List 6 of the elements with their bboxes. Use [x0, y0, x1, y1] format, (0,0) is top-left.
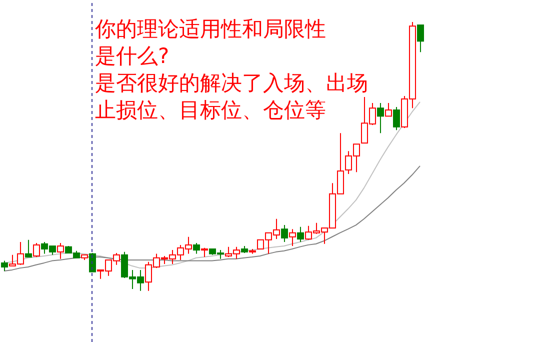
- candlestick: [377, 102, 384, 134]
- annotation: 你的理论适用性和局限性: [95, 16, 327, 43]
- annotation: 止损位、目标位、仓位等: [95, 97, 327, 124]
- annotation: 是否很好的解决了入场、出场: [95, 70, 368, 97]
- annotation: 是什么?: [95, 43, 170, 70]
- candlestick: [289, 228, 296, 247]
